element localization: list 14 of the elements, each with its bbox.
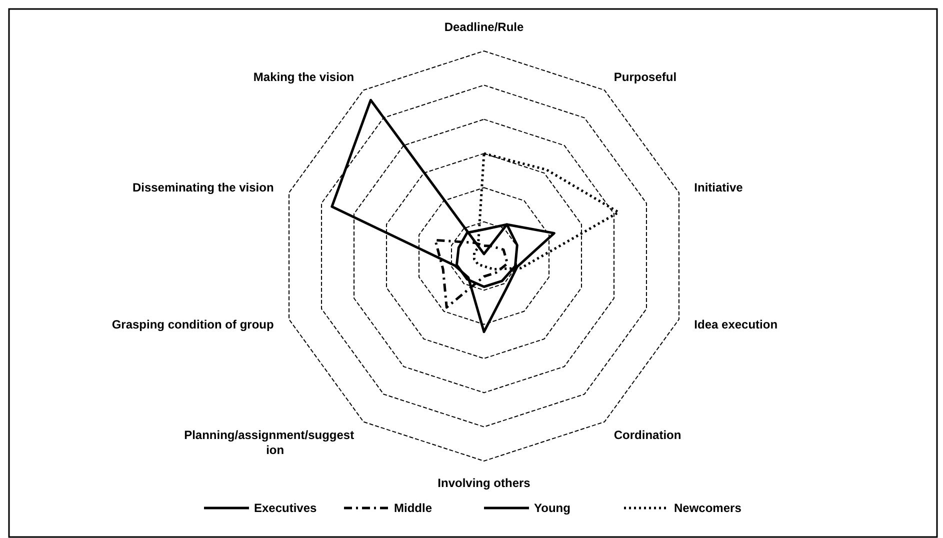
legend-label: Executives <box>254 501 318 515</box>
spoke-label: Making the vision <box>253 70 354 84</box>
spoke-label: Deadline/Rule <box>444 20 524 34</box>
spoke-label: Grasping condition of group <box>112 317 274 332</box>
spoke-label: Planning/assignment/suggestion <box>184 428 354 457</box>
spoke-label: Involving others <box>438 476 531 490</box>
legend-label: Middle <box>394 501 432 515</box>
spoke-label: Initiative <box>694 180 744 195</box>
spoke-label: Disseminating the vision <box>132 180 274 195</box>
spoke-label: Cordination <box>614 428 682 442</box>
spoke-label: Purposeful <box>614 70 677 84</box>
spoke-label: Idea execution <box>694 317 778 332</box>
legend-label: Young <box>534 501 570 515</box>
legend-label: Newcomers <box>674 501 742 515</box>
